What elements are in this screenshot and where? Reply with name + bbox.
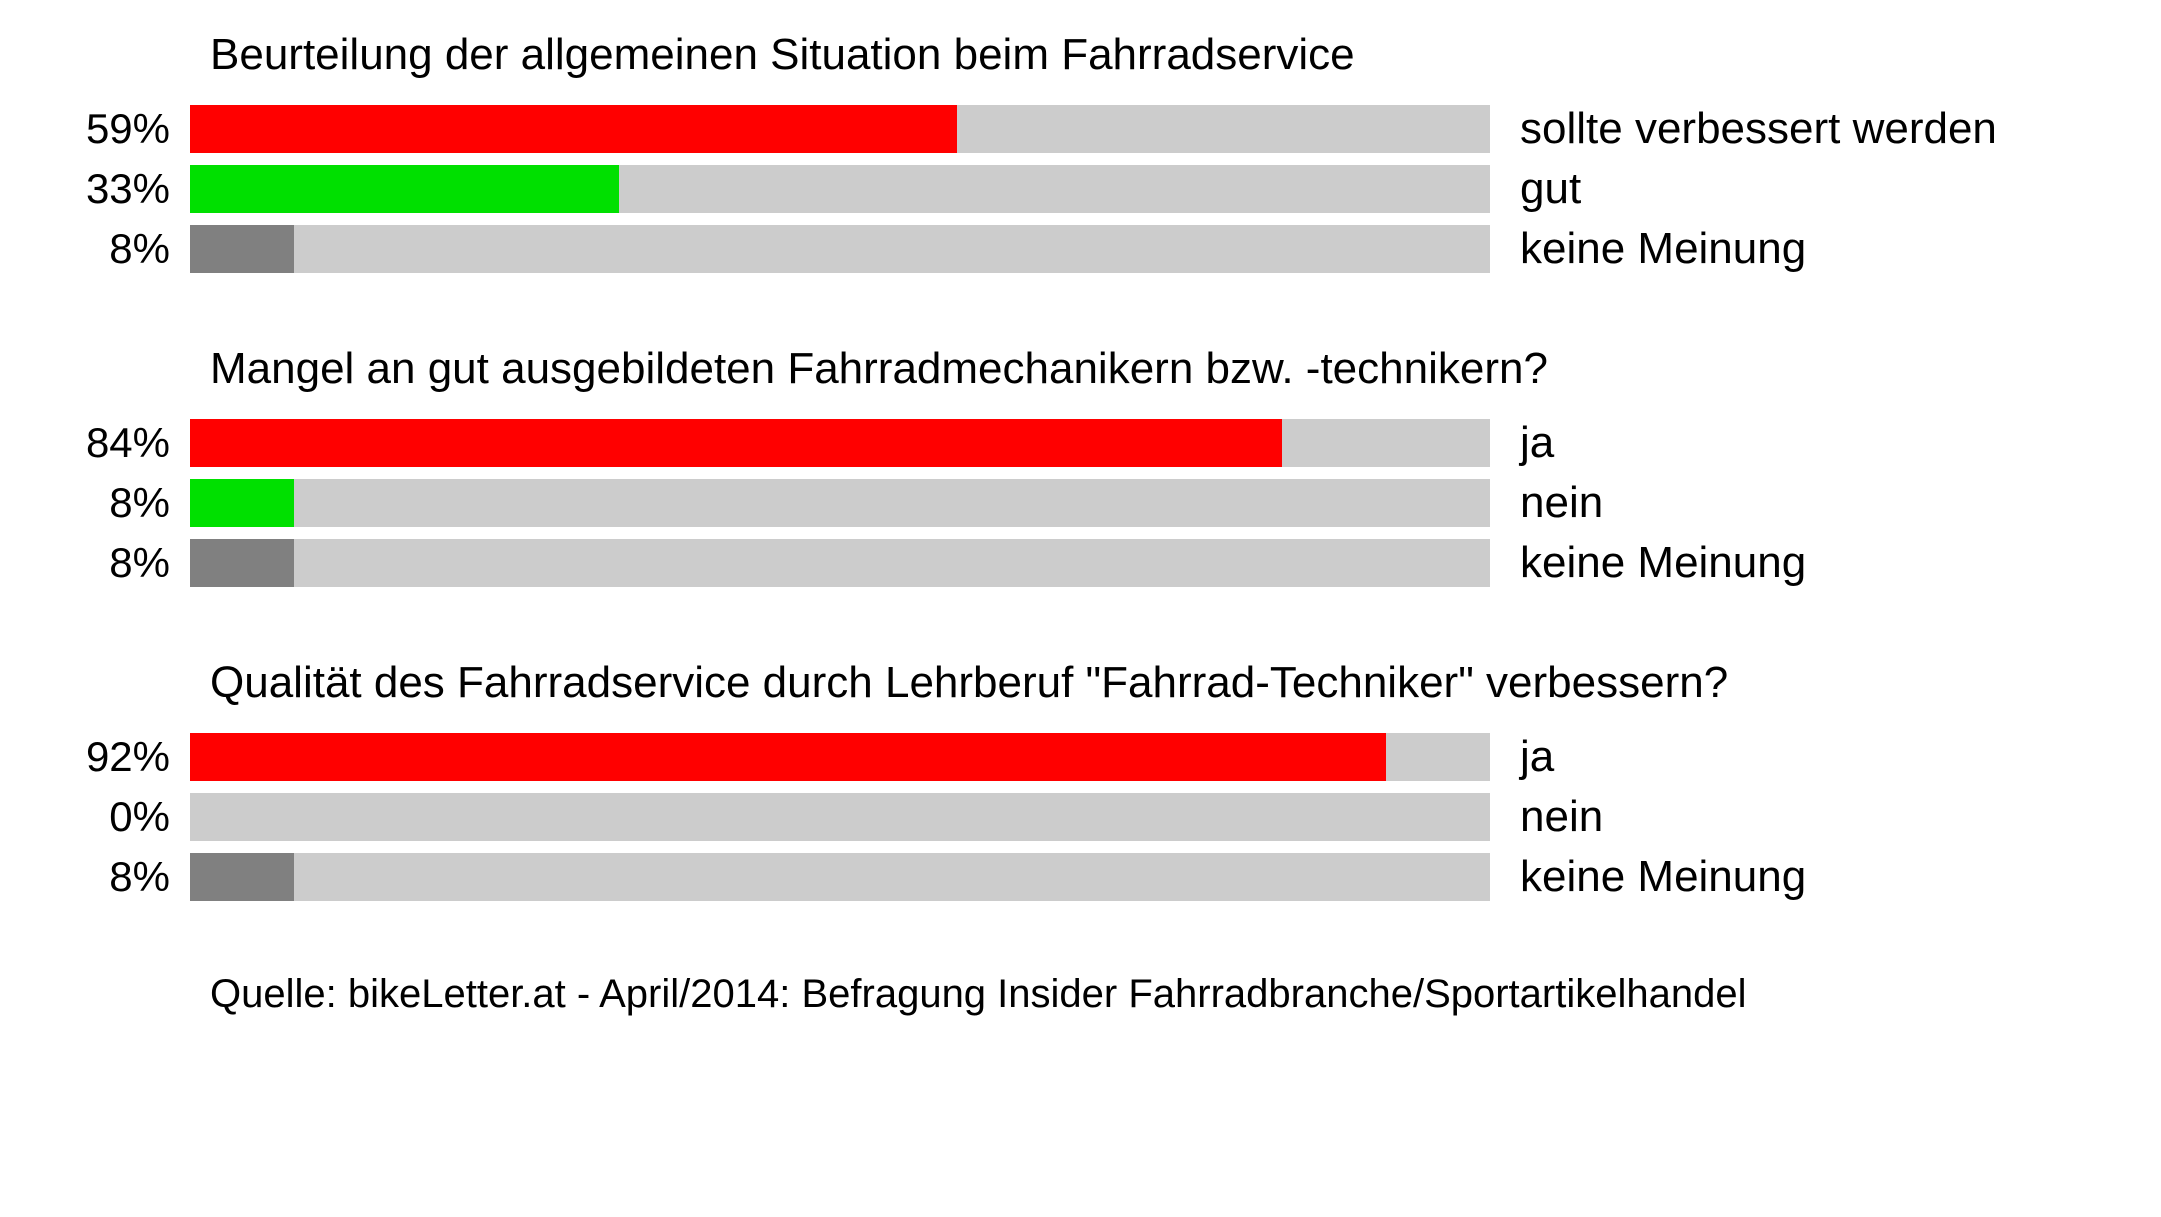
bar-row: 8% keine Meinung [60,224,2101,274]
bar-track [190,733,1490,781]
bar-row: 33% gut [60,164,2101,214]
percent-label: 59% [60,105,190,153]
answer-label: gut [1490,164,1581,214]
bar-row: 8% keine Meinung [60,538,2101,588]
bar-row: 84% ja [60,418,2101,468]
question-title: Beurteilung der allgemeinen Situation be… [210,30,2101,80]
answer-label: ja [1490,732,1554,782]
bar-fill [190,733,1386,781]
percent-label: 8% [60,853,190,901]
percent-label: 92% [60,733,190,781]
percent-label: 8% [60,539,190,587]
bar-track [190,479,1490,527]
question-title: Qualität des Fahrradservice durch Lehrbe… [210,658,2101,708]
bar-row: 92% ja [60,732,2101,782]
bar-fill [190,853,294,901]
bar-track [190,105,1490,153]
bar-row: 59% sollte verbessert werden [60,104,2101,154]
bar-track [190,853,1490,901]
percent-label: 0% [60,793,190,841]
bar-fill [190,105,957,153]
bar-fill [190,225,294,273]
bar-track [190,165,1490,213]
answer-label: ja [1490,418,1554,468]
percent-label: 84% [60,419,190,467]
bar-track [190,419,1490,467]
bar-track [190,793,1490,841]
answer-label: keine Meinung [1490,538,1806,588]
bar-fill [190,479,294,527]
bar-track [190,539,1490,587]
source-line: Quelle: bikeLetter.at - April/2014: Befr… [210,972,2101,1017]
bar-fill [190,419,1282,467]
percent-label: 33% [60,165,190,213]
bar-fill [190,539,294,587]
answer-label: keine Meinung [1490,224,1806,274]
bar-row: 8% keine Meinung [60,852,2101,902]
question-block-1: Mangel an gut ausgebildeten Fahrradmecha… [60,344,2101,588]
bar-track [190,225,1490,273]
question-title: Mangel an gut ausgebildeten Fahrradmecha… [210,344,2101,394]
answer-label: keine Meinung [1490,852,1806,902]
question-block-0: Beurteilung der allgemeinen Situation be… [60,30,2101,274]
answer-label: nein [1490,792,1603,842]
bar-fill [190,165,619,213]
answer-label: sollte verbessert werden [1490,104,1997,154]
bar-row: 0% nein [60,792,2101,842]
question-block-2: Qualität des Fahrradservice durch Lehrbe… [60,658,2101,902]
percent-label: 8% [60,479,190,527]
percent-label: 8% [60,225,190,273]
bar-row: 8% nein [60,478,2101,528]
answer-label: nein [1490,478,1603,528]
chart-canvas: Beurteilung der allgemeinen Situation be… [0,0,2161,1217]
